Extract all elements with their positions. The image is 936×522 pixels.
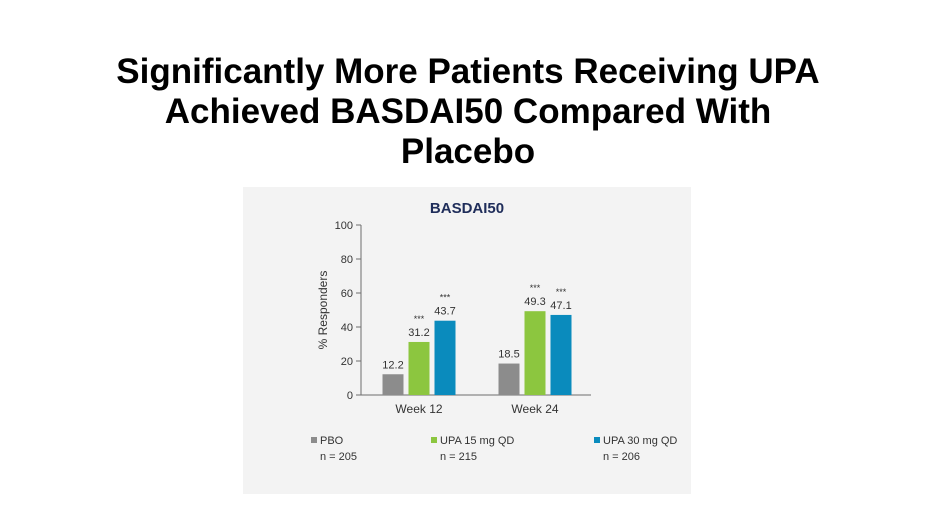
y-axis-label: % Responders: [316, 271, 330, 350]
x-tick-label: Week 12: [395, 402, 442, 416]
legend-label: UPA 30 mg QD: [603, 435, 677, 447]
legend-n-label: n = 215: [440, 451, 477, 463]
slide-title-line-1: Significantly More Patients Receiving UP…: [116, 52, 820, 91]
x-tick-label: Week 24: [511, 402, 558, 416]
y-tick-label: 20: [341, 356, 353, 368]
slide-title-line-2: Achieved BASDAI50 Compared With: [164, 92, 772, 131]
bar: [550, 314, 572, 395]
slide-title-line-3: Placebo: [400, 132, 536, 171]
slide-title: Significantly More Patients Receiving UP…: [0, 52, 936, 172]
bar: [434, 320, 456, 395]
legend-n-label: n = 206: [603, 451, 640, 463]
legend-swatch: [594, 437, 600, 443]
legend-label: PBO: [320, 435, 344, 447]
bar-value-label: 18.5: [498, 349, 519, 361]
chart-title: BASDAI50: [430, 200, 504, 217]
significance-marker: ***: [414, 314, 425, 324]
chart-panel: BASDAI50 % Responders 0 20 40 60 80 100 Week …: [243, 187, 691, 494]
bar-value-label: 49.3: [524, 296, 545, 308]
legend-swatch: [311, 437, 317, 443]
bar: [498, 363, 520, 395]
legend-n-label: n = 205: [320, 451, 357, 463]
significance-marker: ***: [530, 283, 541, 293]
y-tick-label: 40: [341, 322, 353, 334]
bar-chart: BASDAI50 % Responders 0 20 40 60 80 100 Week …: [311, 200, 677, 463]
bar-value-label: 43.7: [434, 306, 455, 318]
bar-value-label: 47.1: [550, 300, 571, 312]
legend-label: UPA 15 mg QD: [440, 435, 514, 447]
bar-value-label: 12.2: [382, 359, 403, 371]
bar: [382, 374, 404, 395]
bar: [524, 311, 546, 395]
y-tick-label: 0: [347, 390, 353, 402]
significance-marker: ***: [440, 293, 451, 303]
significance-marker: ***: [556, 287, 567, 297]
y-tick-label: 60: [341, 288, 353, 300]
bar-value-label: 31.2: [408, 327, 429, 339]
legend-swatch: [431, 437, 437, 443]
y-tick-label: 80: [341, 254, 353, 266]
bar: [408, 341, 430, 395]
y-tick-label: 100: [335, 220, 353, 232]
